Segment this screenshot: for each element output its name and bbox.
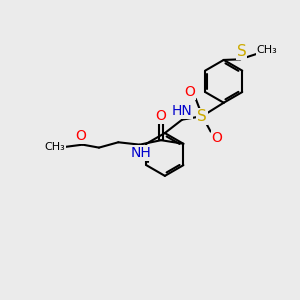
Text: NH: NH	[131, 146, 152, 160]
Text: S: S	[237, 44, 246, 59]
Text: O: O	[156, 109, 167, 123]
Text: CH₃: CH₃	[256, 45, 277, 56]
Text: HN: HN	[172, 104, 193, 118]
Text: O: O	[184, 85, 195, 99]
Text: CH₃: CH₃	[44, 142, 65, 152]
Text: O: O	[76, 129, 87, 143]
Text: O: O	[212, 131, 223, 145]
Text: S: S	[197, 109, 207, 124]
